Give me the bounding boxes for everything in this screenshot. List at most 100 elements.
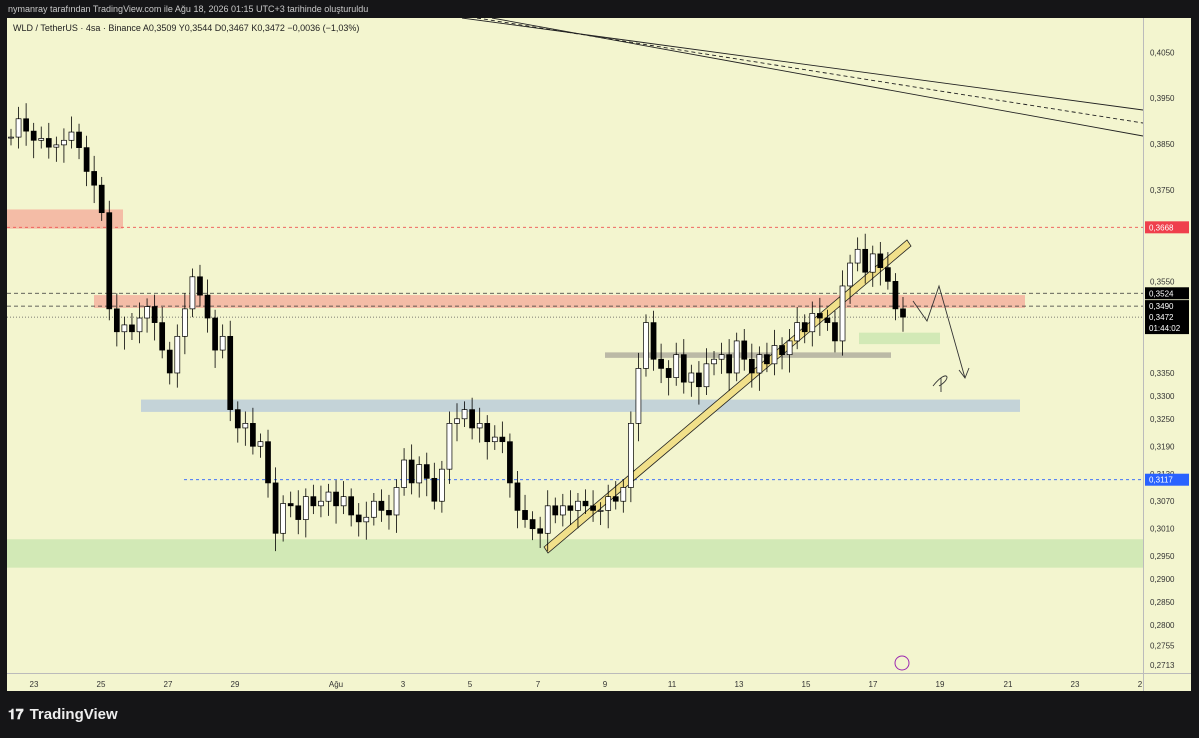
- x-tick-label: 25: [97, 680, 106, 689]
- candle-body-18: [144, 306, 150, 319]
- candle-body-37: [287, 503, 294, 507]
- candle-body-22: [174, 335, 181, 374]
- candle-body-99: [756, 354, 763, 374]
- candle-body-20: [159, 322, 166, 351]
- candle-body-36: [280, 503, 286, 534]
- candle-body-94: [718, 354, 725, 360]
- y-tick-label: 0,3550: [1150, 277, 1175, 286]
- candle-body-110: [839, 285, 846, 342]
- x-tick-label: 11: [668, 680, 677, 689]
- candle-body-48: [370, 500, 377, 518]
- price-label-bg-2: [1145, 300, 1189, 313]
- candle-body-68: [522, 510, 528, 520]
- x-tick-label: 15: [802, 680, 811, 689]
- candle-body-44: [340, 496, 347, 507]
- x-tick-label: 27: [164, 680, 173, 689]
- candle-body-32: [250, 423, 256, 447]
- candle-body-87: [665, 368, 672, 378]
- price-label-4: 01:44:02: [1149, 324, 1181, 333]
- price-label-0: 0,3668: [1149, 223, 1174, 232]
- candle-body-2: [23, 118, 29, 132]
- candle-body-101: [771, 345, 778, 365]
- channel-line-bottom: [491, 18, 1144, 137]
- candle-body-30: [234, 409, 241, 429]
- x-tick-label: 21: [1004, 680, 1013, 689]
- candle-body-55: [423, 464, 430, 479]
- green-zone-small: [859, 332, 940, 345]
- candle-body-79: [605, 496, 612, 511]
- y-tick-label: 0,3950: [1150, 94, 1175, 103]
- y-tick-label: 0,2713: [1150, 661, 1175, 670]
- y-tick-label: 0,2950: [1150, 552, 1175, 561]
- candle-body-69: [529, 519, 536, 530]
- candle-body-90: [688, 372, 695, 383]
- price-label-1: 0,3524: [1149, 289, 1174, 298]
- y-tick-label: 0,3350: [1150, 369, 1175, 378]
- candle-body-41: [318, 500, 324, 507]
- y-tick-label: 0,3850: [1150, 140, 1175, 149]
- candle-body-83: [635, 368, 642, 424]
- candle-body-24: [189, 276, 196, 310]
- candle-body-81: [620, 487, 627, 502]
- candle-body-25: [197, 276, 203, 296]
- candle-body-56: [431, 477, 438, 502]
- candle-body-6: [53, 144, 60, 148]
- candle-body-31: [242, 423, 249, 429]
- candle-body-17: [136, 317, 143, 333]
- candle-body-46: [355, 514, 362, 523]
- candle-body-105: [801, 322, 808, 333]
- candle-body-78: [597, 510, 604, 512]
- candle-body-92: [703, 363, 710, 388]
- candle-body-10: [83, 147, 90, 172]
- candle-body-15: [121, 324, 128, 333]
- candle-body-85: [650, 322, 657, 360]
- candle-body-9: [76, 131, 82, 148]
- candle-body-35: [272, 482, 279, 534]
- price-label-3: 0,3472: [1149, 313, 1174, 322]
- price-axis-border: [1143, 18, 1144, 691]
- candle-body-61: [469, 409, 475, 429]
- candle-body-19: [151, 306, 158, 323]
- x-tick-label: Ağu: [329, 680, 343, 689]
- x-tick-label: 2: [1138, 680, 1143, 689]
- y-tick-label: 0,3190: [1150, 442, 1175, 451]
- red-zone-left: [7, 209, 123, 229]
- chart-panel[interactable]: 0,4050 0,3950 0,3850 0,3750 0,3550 0,3350 0,33…: [7, 18, 1191, 691]
- candle-body-26: [204, 294, 211, 319]
- x-tick-label: 17: [869, 680, 878, 689]
- candle-body-3: [30, 130, 37, 141]
- candle-body-57: [439, 468, 445, 502]
- tradingview-logo-icon: 𝟏𝟕: [8, 706, 24, 722]
- y-tick-label: 0,2800: [1150, 621, 1175, 630]
- candle-body-106: [809, 313, 816, 333]
- candle-body-4: [38, 138, 45, 141]
- candle-body-107: [816, 313, 823, 319]
- candle-body-54: [416, 464, 423, 484]
- attribution-text: nymanray tarafından TradingView.com ile …: [8, 4, 369, 14]
- candle-body-1: [15, 118, 22, 138]
- candle-body-29: [227, 335, 234, 410]
- candle-body-73: [559, 505, 566, 516]
- candle-body-14: [113, 308, 120, 333]
- candle-body-34: [265, 441, 271, 484]
- candle-body-93: [711, 358, 717, 365]
- candle-body-112: [854, 248, 861, 264]
- hand-drawn-mark: [932, 375, 948, 392]
- green-zone-bottom: [7, 539, 1143, 568]
- chart-svg[interactable]: 0,4050 0,3950 0,3850 0,3750 0,3550 0,3350 0,33…: [7, 18, 1191, 691]
- candle-body-40: [310, 496, 317, 507]
- candle-body-53: [408, 459, 415, 484]
- lightning-icon: [894, 655, 910, 671]
- candle-body-49: [378, 500, 385, 511]
- candle-body-62: [476, 423, 483, 429]
- candle-body-59: [454, 418, 460, 424]
- candle-body-52: [401, 459, 407, 488]
- candle-body-74: [567, 505, 574, 511]
- x-tick-label: 9: [603, 680, 608, 689]
- candle-body-77: [590, 505, 596, 511]
- price-label-bg-3: [1145, 311, 1189, 324]
- candle-body-23: [182, 308, 188, 337]
- candle-body-102: [779, 345, 785, 356]
- candle-body-71: [544, 505, 551, 534]
- candle-body-63: [484, 423, 491, 443]
